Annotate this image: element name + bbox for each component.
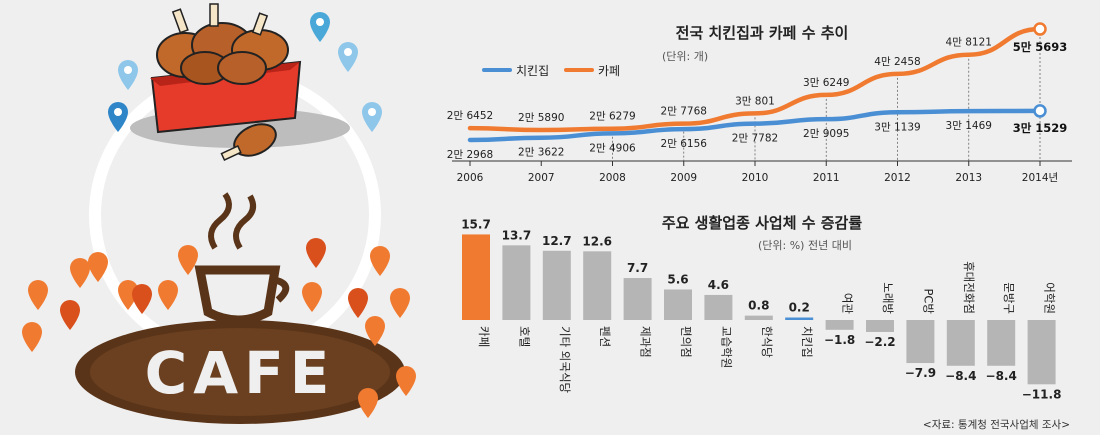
- x-tick-label: 2010: [742, 172, 769, 184]
- end-point-chicken: [1033, 104, 1047, 118]
- chicken-box-illustration: [130, 3, 350, 162]
- data-label-cafe: 5만 5693: [1013, 40, 1068, 54]
- x-tick-label: 2012: [884, 172, 911, 184]
- legend-label-cafe: 카페: [598, 64, 620, 78]
- data-label-chicken: 2만 4906: [589, 142, 636, 154]
- map-pin-icon: [22, 238, 416, 418]
- data-label-chicken: 2만 9095: [803, 128, 849, 140]
- x-tick-label: 2008: [599, 172, 626, 184]
- data-label-chicken: 2만 7782: [732, 133, 778, 145]
- x-tick-label: 2013: [955, 172, 982, 184]
- series-line-chicken: [467, 108, 1043, 143]
- legend-label-chicken: 치킨집: [516, 64, 549, 78]
- data-label-cafe: 4만 2458: [874, 56, 920, 68]
- end-point-cafe: [1033, 22, 1047, 36]
- data-label-chicken: 2만 2968: [447, 149, 493, 161]
- x-tick-label: 2007: [528, 172, 555, 184]
- line-chart-subtitle: (단위: 개): [662, 50, 708, 63]
- cafe-chicken-illustration: CAFE: [22, 3, 416, 424]
- x-tick-label: 2014년: [1022, 172, 1058, 184]
- data-label-cafe: 4만 8121: [946, 37, 992, 49]
- svg-text:CAFE: CAFE: [145, 339, 336, 407]
- x-tick-label: 2009: [670, 172, 697, 184]
- coffee-beans-cafe-illustration: CAFE: [75, 320, 405, 424]
- data-label-cafe: 3만 801: [735, 95, 775, 107]
- data-label-chicken: 2만 3622: [518, 147, 564, 159]
- data-label-cafe: 2만 7768: [661, 106, 707, 118]
- map-pin-icon: [108, 12, 382, 132]
- data-label-cafe: 2만 6452: [447, 110, 493, 122]
- data-label-cafe: 2만 5890: [518, 112, 564, 124]
- data-label-chicken: 3만 1529: [1013, 121, 1068, 135]
- data-label-chicken: 3만 1139: [874, 121, 920, 133]
- x-tick-label: 2006: [457, 172, 484, 184]
- coffee-cup-illustration: [194, 192, 290, 325]
- data-label-chicken: 3만 1469: [946, 120, 992, 132]
- series-line-cafe: [467, 26, 1043, 133]
- x-tick-label: 2011: [813, 172, 840, 184]
- data-label-chicken: 2만 6156: [661, 138, 708, 150]
- data-label-cafe: 3만 6249: [803, 77, 849, 89]
- line-chart-legend: 치킨집 카페: [482, 64, 620, 78]
- line-chart-title: 전국 치킨집과 카페 수 추이: [676, 24, 849, 42]
- data-label-cafe: 2만 6279: [589, 111, 635, 123]
